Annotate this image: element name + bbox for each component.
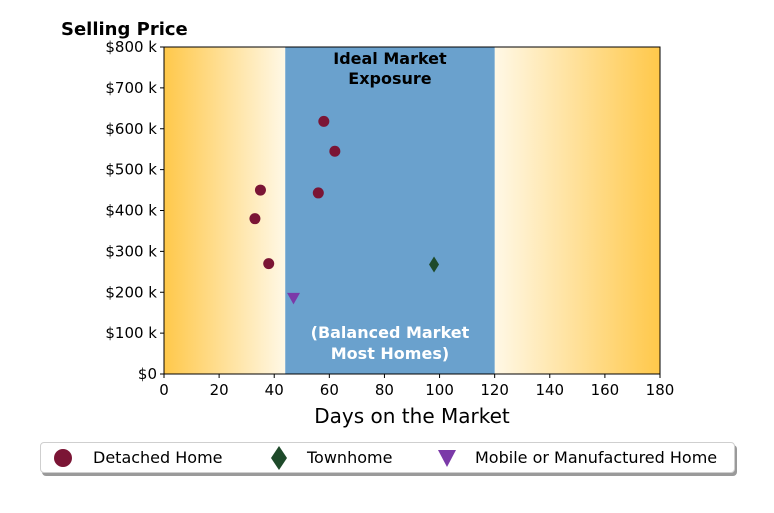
x-tick-label: 160 (591, 381, 620, 399)
legend-item-townhome: Townhome (269, 443, 392, 472)
y-tick-label: $200 k (105, 283, 157, 301)
data-point-detached-home (254, 184, 266, 196)
y-tick-label: $600 k (105, 120, 157, 138)
background-gradient-right (494, 47, 660, 374)
chart-title: Selling Price (61, 19, 188, 40)
ideal-exposure-band (285, 47, 495, 374)
band-bottom-label: (Balanced Market Most Homes) (311, 323, 470, 363)
legend-item-detached-home: Detached Home (51, 443, 223, 472)
band-top-label-line: Exposure (348, 69, 432, 88)
diamond-marker-icon (271, 445, 287, 470)
circle-marker-icon (54, 448, 72, 467)
legend-label: Detached Home (93, 448, 223, 467)
x-tick-label: 100 (425, 381, 454, 399)
data-point-townhome (429, 256, 440, 273)
x-tick-label: 80 (375, 381, 394, 399)
x-tick-label: 0 (159, 381, 169, 399)
x-tick-label: 120 (480, 381, 509, 399)
x-axis-label: Days on the Market (314, 404, 510, 428)
x-tick-label: 20 (210, 381, 229, 399)
data-point-detached-home (312, 187, 324, 199)
band-bottom-label-line: Most Homes) (331, 344, 449, 363)
y-tick-label: $300 k (105, 242, 157, 260)
x-tick-label: 60 (320, 381, 339, 399)
data-point-mobile-home (287, 292, 301, 305)
band-bottom-label-line: (Balanced Market (311, 323, 470, 342)
data-point-detached-home (263, 258, 275, 270)
triangle-down-marker-icon (438, 449, 456, 467)
y-tick-label: $0 (138, 365, 157, 383)
data-point-detached-home (318, 115, 330, 127)
background-gradient-left (164, 47, 286, 374)
band-top-label: Ideal Market Exposure (333, 49, 447, 88)
band-top-label-line: Ideal Market (333, 49, 447, 68)
y-tick-label: $700 k (105, 79, 157, 97)
data-point-detached-home (329, 145, 341, 157)
y-tick-label: $800 k (105, 38, 157, 56)
y-tick-label: $500 k (105, 161, 157, 179)
data-point-detached-home (249, 213, 261, 225)
plot-area: Ideal Market Exposure (Balanced Market Most… (105, 38, 674, 399)
legend-item-mobile-home: Mobile or Manufactured Home (437, 443, 717, 472)
legend-label: Townhome (307, 448, 393, 467)
y-tick-label: $100 k (105, 324, 157, 342)
x-tick-label: 140 (535, 381, 564, 399)
x-tick-label: 180 (646, 381, 675, 399)
legend-label: Mobile or Manufactured Home (475, 448, 718, 467)
y-tick-label: $400 k (105, 202, 157, 220)
legend: Detached Home Townhome Mobile or Manufac… (40, 442, 735, 473)
x-tick-label: 40 (265, 381, 284, 399)
